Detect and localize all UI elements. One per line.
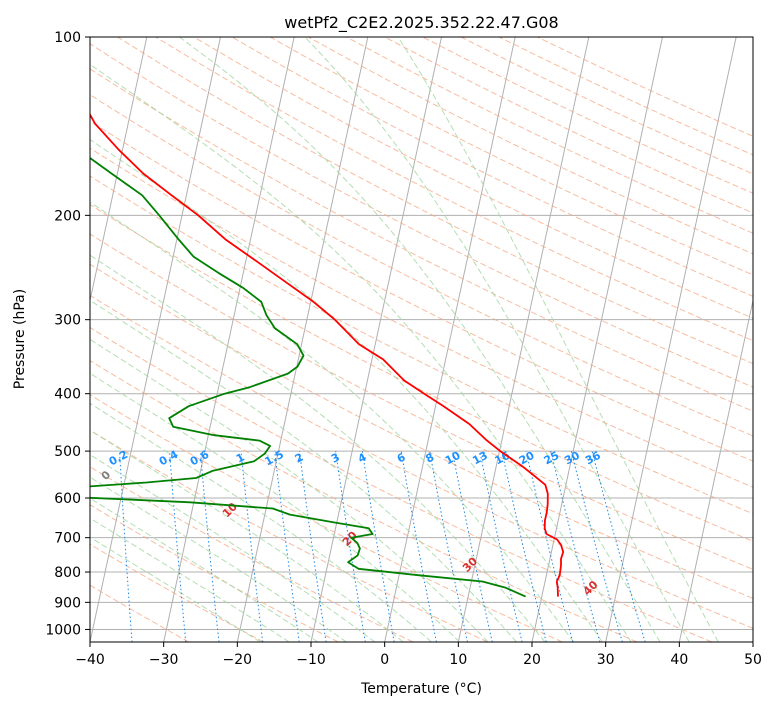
dry-adiabat	[90, 429, 488, 642]
moist-adiabat	[90, 299, 517, 642]
isotherm-gridline	[90, 37, 221, 642]
sounding-series	[90, 112, 565, 598]
plot-frame	[89, 36, 754, 643]
isotherm-gridline	[457, 37, 590, 642]
mixing-ratio-line	[479, 451, 523, 642]
dry-adiabat	[117, 37, 753, 365]
x-axis: −40 −30 −20 −10 0 10 20 30 40 50	[75, 642, 762, 668]
dry-adiabat	[231, 37, 753, 297]
y-tick-label: 300	[54, 313, 81, 329]
mixing-ratio-line	[451, 451, 493, 642]
dry-adiabat	[90, 294, 753, 629]
gridlines	[90, 37, 753, 642]
isotherm-gridline	[678, 298, 753, 642]
isotherm-gridline	[531, 37, 663, 642]
dry-adiabat	[90, 466, 414, 642]
mixing-ratio-label: 20	[517, 449, 537, 468]
moist-adiabat	[397, 37, 719, 642]
isotherm-gridline	[163, 37, 295, 642]
x-tick-label: 40	[670, 652, 688, 668]
mixing-ratio-label: 10	[443, 449, 463, 468]
mixing-ratio-line	[525, 450, 574, 642]
mixing-ratio-line	[550, 450, 601, 642]
moist-adiabat	[179, 37, 661, 642]
dry-adiabat	[90, 43, 753, 388]
dry-adiabat	[90, 394, 563, 642]
dry-adiabat	[155, 37, 753, 342]
isotherm-gridline	[310, 37, 442, 642]
mixing-ratio-line	[570, 450, 623, 642]
x-tick-label: −40	[75, 652, 105, 668]
x-tick-label: 50	[744, 652, 762, 668]
plot-area: -100-90-80-70-60-50-40-30-20-10010203040…	[90, 37, 753, 642]
x-tick-label: −30	[149, 652, 179, 668]
dry-adiabat	[90, 68, 753, 412]
moist-adiabats	[90, 37, 719, 642]
mixing-ratio-line	[335, 451, 366, 642]
moist-adiabat	[90, 372, 461, 642]
y-tick-label: 400	[54, 387, 81, 403]
dry-adiabat	[90, 504, 339, 642]
isotherm-gridline	[236, 37, 369, 642]
moist-adiabat	[304, 37, 690, 642]
moist-adiabat	[90, 254, 546, 642]
chart-title: wetPf2_C2E2.2025.352.22.47.G08	[284, 13, 558, 33]
dewpoint-line	[90, 156, 526, 598]
mixing-ratio-label: 16	[493, 449, 513, 468]
x-axis-label: Temperature (°C)	[360, 681, 482, 697]
mixing-ratio-line	[199, 451, 220, 642]
moist-adiabat	[90, 497, 319, 642]
moist-adiabat	[90, 454, 376, 642]
y-tick-label: 800	[54, 565, 81, 581]
y-tick-label: 900	[54, 595, 81, 611]
isotherm-gridline	[90, 37, 148, 303]
dry-adiabat	[90, 326, 712, 642]
y-axis-label: Pressure (hPa)	[12, 289, 28, 389]
moist-adiabat	[90, 429, 404, 642]
dry-adiabat	[90, 360, 638, 642]
y-tick-label: 700	[54, 531, 81, 547]
isotherm-gridline	[384, 37, 516, 642]
dry-adiabat	[90, 120, 753, 462]
x-tick-label: 0	[380, 652, 389, 668]
mixing-ratio-label: 25	[542, 449, 562, 468]
dry-adiabat	[90, 233, 753, 570]
y-axis: 100 200 300 400 500 600 700 800 900 1000	[45, 30, 90, 638]
mixing-ratio-line	[240, 451, 264, 642]
mixing-ratio-line	[591, 450, 646, 642]
moist-adiabat	[90, 402, 432, 642]
mixing-ratio-label: 36	[583, 449, 603, 468]
mixing-ratio-line	[274, 451, 300, 642]
mixing-ratio-line	[299, 451, 327, 642]
moist-adiabat	[90, 338, 489, 642]
mixing-ratio-line	[501, 450, 547, 642]
mixing-ratio-line	[429, 451, 468, 642]
moist-adiabat	[90, 201, 574, 642]
x-tick-label: 20	[523, 652, 541, 668]
x-tick-label: 10	[449, 652, 467, 668]
dry-adiabat	[90, 584, 190, 642]
y-tick-label: 1000	[45, 622, 81, 638]
moist-adiabat	[90, 138, 603, 642]
dry-adiabats	[90, 37, 753, 642]
moist-adiabat	[90, 476, 347, 642]
mixing-ratio-line	[400, 451, 437, 642]
mixing-ratio-line	[169, 451, 187, 642]
y-tick-label: 200	[54, 208, 81, 224]
x-tick-label: −10	[296, 652, 326, 668]
y-tick-label: 100	[54, 30, 81, 46]
y-tick-label: 600	[54, 491, 81, 507]
mixing-ratio-lines	[119, 450, 646, 642]
x-tick-label: −20	[223, 652, 253, 668]
dry-adiabat	[90, 263, 753, 600]
mixing-ratio-label: 30	[562, 449, 582, 468]
moist-adiabat	[90, 63, 632, 642]
temperature-line	[90, 112, 565, 597]
y-tick-label: 500	[54, 444, 81, 460]
mixing-ratio-label: 13	[470, 449, 490, 468]
dry-adiabat	[90, 175, 753, 515]
x-tick-label: 30	[597, 652, 615, 668]
